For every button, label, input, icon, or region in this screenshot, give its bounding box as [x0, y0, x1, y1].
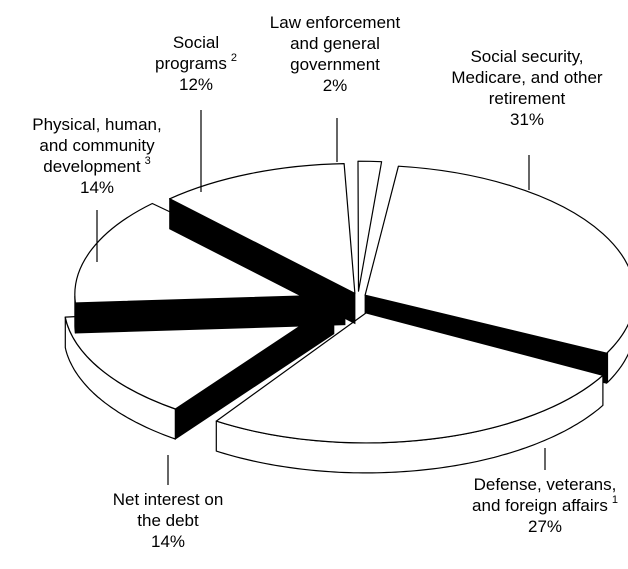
slice-top [357, 160, 383, 292]
slice-label: Social security, Medicare, and other retir… [451, 47, 603, 129]
slice-label-line: Defense, veterans, [474, 475, 617, 494]
slice-label-line: government [290, 55, 380, 74]
slice-label-line: and foreign affairs 1 [472, 494, 618, 515]
slice-label-line: and community [39, 136, 155, 155]
slice-label: Net interest on the debt 14% [113, 490, 224, 551]
slice-label-line: Law enforcement [270, 13, 401, 32]
footnote-marker: 1 [612, 494, 618, 506]
slice-label-line: Social [173, 33, 219, 52]
slice-label-line: Social security, [470, 47, 583, 66]
slice-top [364, 165, 628, 354]
slice-label-line: programs 2 [155, 52, 237, 73]
slice-labels: Social security, Medicare, and other retir… [32, 13, 618, 551]
pie-slice [169, 163, 356, 325]
pie-slices [64, 160, 628, 474]
slice-label: Physical, human, and communitydevelopment… [32, 115, 161, 197]
slice-label-line: Physical, human, [32, 115, 161, 134]
slice-label-line: the debt [137, 511, 199, 530]
slice-top [215, 312, 604, 444]
slice-rim [606, 323, 628, 383]
slice-value-label: 27% [528, 517, 562, 536]
footnote-marker: 3 [145, 155, 151, 167]
slice-label-line: Medicare, and other [451, 68, 603, 87]
slice-label-line: retirement [489, 89, 566, 108]
slice-label-line: Net interest on [113, 490, 224, 509]
leader-lines [96, 110, 546, 485]
footnote-marker: 2 [231, 52, 237, 64]
pie-slice [215, 312, 604, 474]
slice-value-label: 14% [80, 178, 114, 197]
slice-top [169, 163, 356, 294]
slice-label: Law enforcement and general government 2% [270, 13, 401, 95]
pie-slice [357, 160, 383, 292]
slice-label-line: and general [290, 34, 380, 53]
slice-label: Defense, veterans,and foreign affairs 1 27… [472, 475, 618, 536]
slice-label-line: development 3 [43, 155, 150, 176]
slice-value-label: 14% [151, 532, 185, 551]
slice-value-label: 2% [323, 76, 348, 95]
slice-value-label: 31% [510, 110, 544, 129]
slice-value-label: 12% [179, 75, 213, 94]
